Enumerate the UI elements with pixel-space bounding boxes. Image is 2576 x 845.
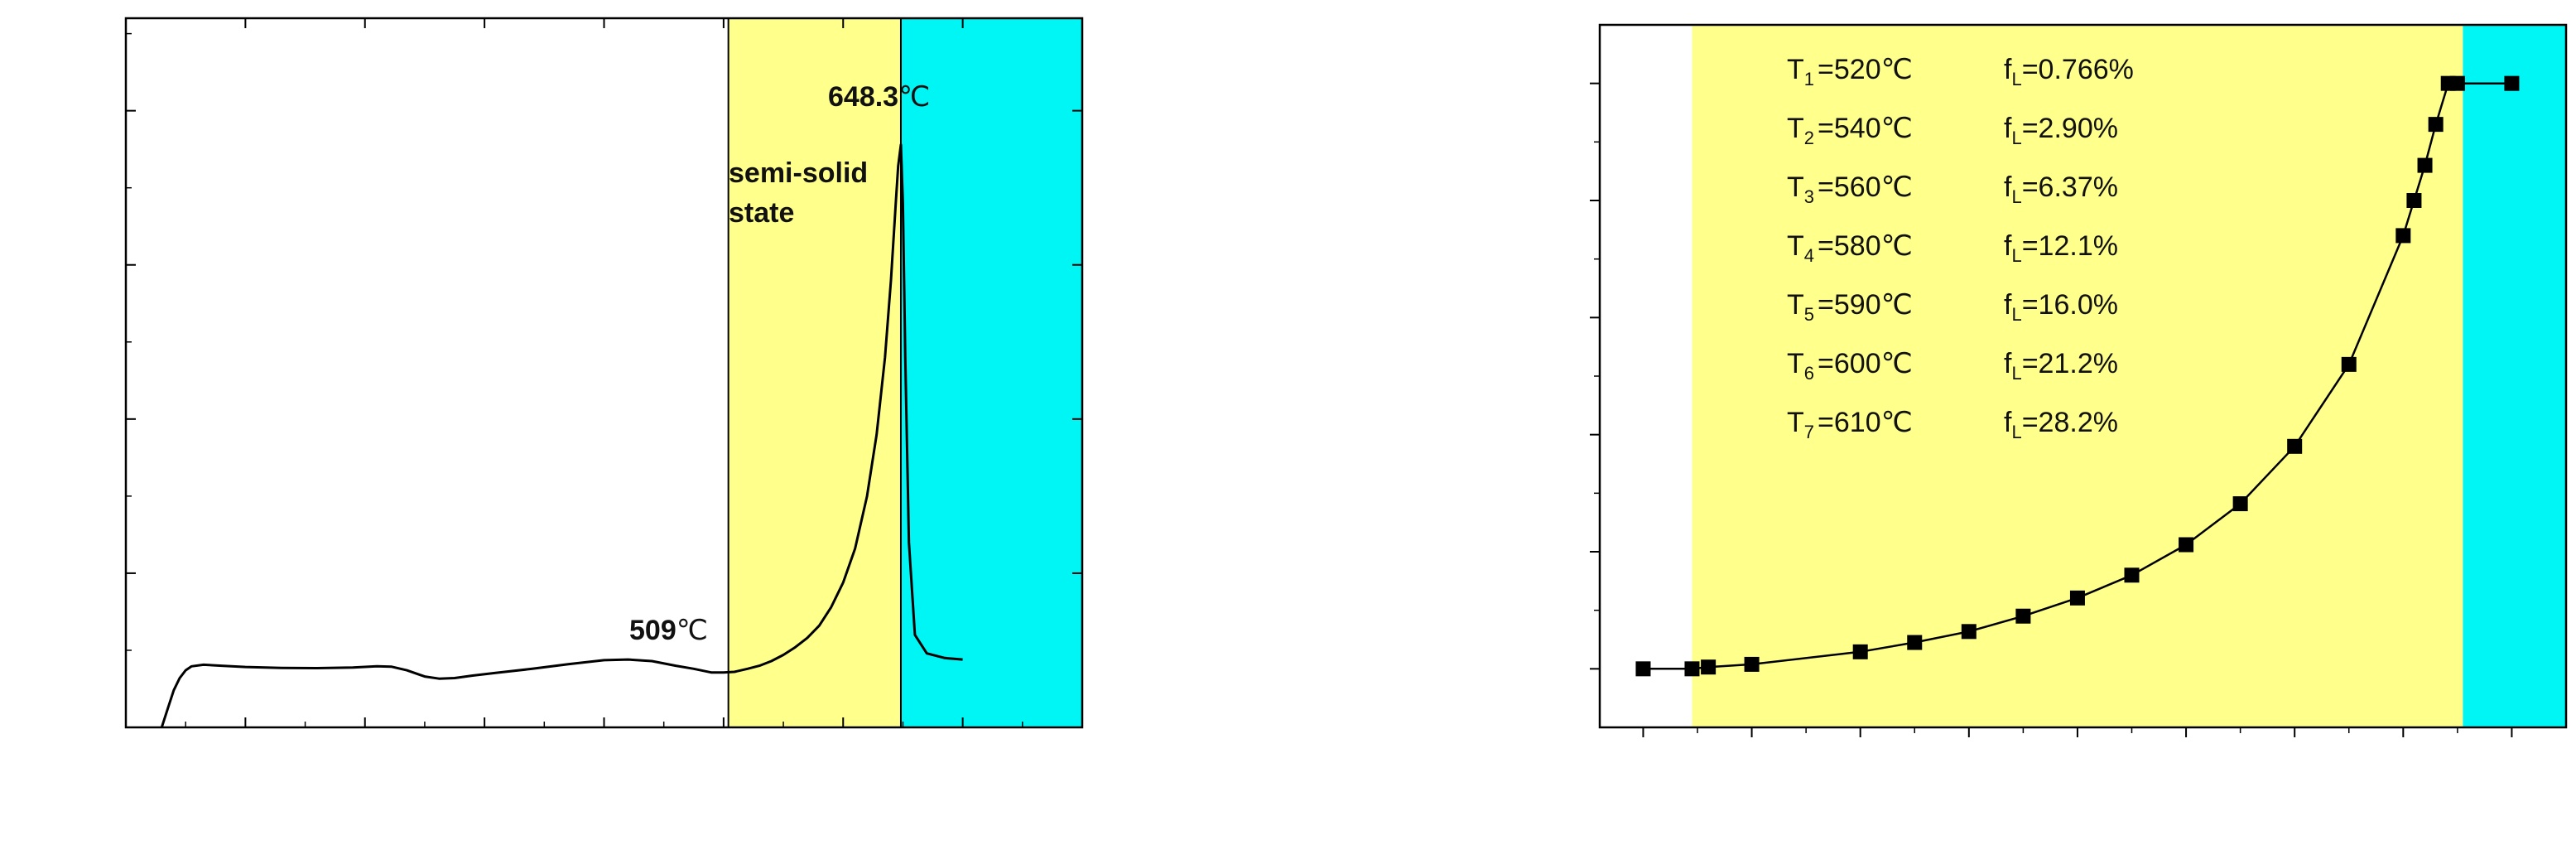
data-point-marker xyxy=(1701,659,1717,675)
liquid-region xyxy=(900,18,1082,727)
panel-b-liquid-fraction-chart: T1 =520℃ fL=0.766% T2 =540℃ fL=2.90% T3 =560℃ fL… xyxy=(1590,23,2568,737)
liquid-region xyxy=(2463,25,2566,727)
legend-fraction: fL=0.766% xyxy=(2004,54,2134,89)
data-point-marker xyxy=(1635,661,1651,677)
data-point-marker xyxy=(2124,567,2140,583)
legend-fraction: fL=16.0% xyxy=(2004,289,2118,325)
data-point-marker xyxy=(2287,438,2303,454)
legend-fraction: fL=6.37% xyxy=(2004,171,2118,207)
data-point-marker xyxy=(1961,624,1977,640)
data-point-marker xyxy=(2428,117,2444,133)
legend-fraction: fL=2.90% xyxy=(2004,113,2118,148)
annotation-509: 509℃ xyxy=(629,615,708,646)
legend-temperature: T3 =560℃ xyxy=(1787,171,1913,207)
data-point-marker xyxy=(2504,75,2520,91)
legend-temperature: T4 =580℃ xyxy=(1787,230,1913,266)
data-point-marker xyxy=(2232,496,2248,512)
legend-temperature: T5 =590℃ xyxy=(1787,289,1913,325)
heat-flow-curve xyxy=(160,143,963,728)
legend-fraction: fL=12.1% xyxy=(2004,230,2118,266)
data-point-marker xyxy=(2179,537,2194,553)
data-point-marker xyxy=(1852,644,1868,659)
data-point-marker xyxy=(2395,228,2411,244)
region-label-semi-solid: semi-solid state xyxy=(729,157,868,229)
semi-solid-region xyxy=(728,18,901,727)
data-point-marker xyxy=(2341,356,2357,372)
semi-solid-region xyxy=(1692,25,2463,727)
data-point-marker xyxy=(2449,75,2465,91)
data-point-marker xyxy=(2406,193,2422,208)
panel-a-dsc-chart: semi-solid state 509℃ 648.3℃ xyxy=(124,17,1084,729)
data-point-marker xyxy=(1684,661,1700,677)
data-point-marker xyxy=(2417,157,2433,173)
legend-temperature: T6 =600℃ xyxy=(1787,348,1913,384)
data-point-marker xyxy=(1907,635,1923,650)
data-point-marker xyxy=(1744,656,1760,672)
legend-fraction: fL=21.2% xyxy=(2004,348,2118,384)
legend-temperature: T1 =520℃ xyxy=(1787,54,1913,89)
annotation-648-3: 648.3℃ xyxy=(828,81,930,113)
legend-temperature: T7 =610℃ xyxy=(1787,407,1913,442)
legend-temperature: T2 =540℃ xyxy=(1787,113,1913,148)
legend-fraction: fL=28.2% xyxy=(2004,407,2118,442)
data-point-marker xyxy=(2015,608,2031,624)
data-point-marker xyxy=(2069,590,2085,606)
